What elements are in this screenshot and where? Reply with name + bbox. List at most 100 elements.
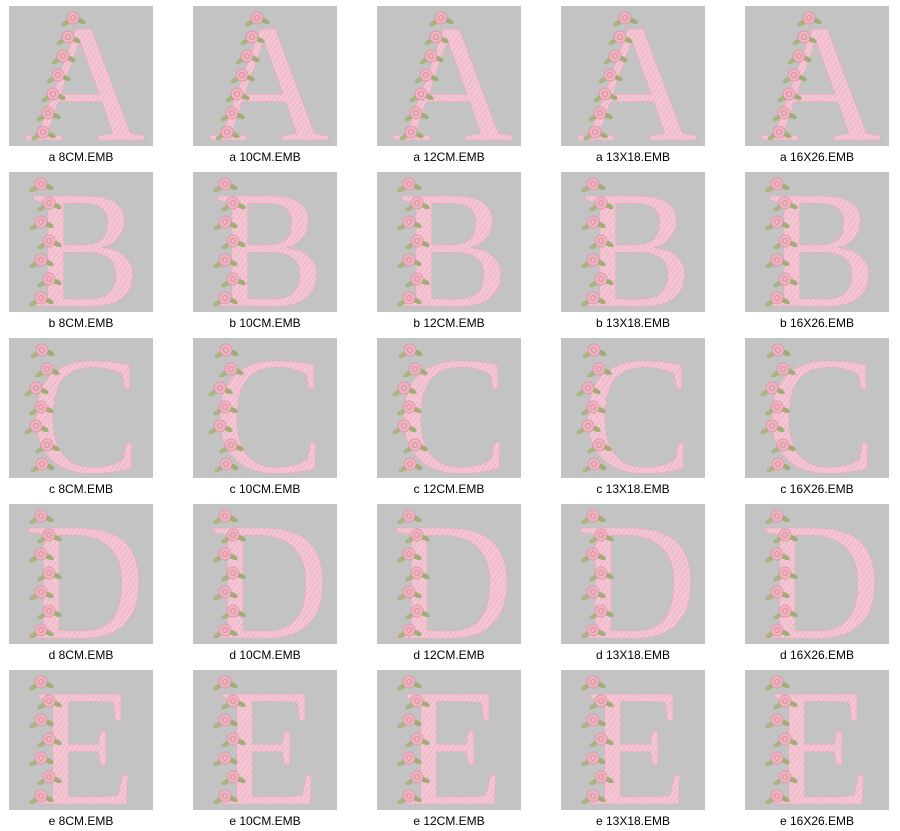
rose xyxy=(226,528,240,542)
file-name[interactable]: e 16X26.EMB xyxy=(780,814,854,828)
file-item[interactable]: Ee 13X18.EMB xyxy=(561,655,705,831)
rose-center xyxy=(229,110,235,116)
file-item[interactable]: Aa 13X18.EMB xyxy=(561,0,705,177)
file-name[interactable]: c 13X18.EMB xyxy=(596,482,669,496)
rose xyxy=(34,675,48,689)
file-name[interactable]: b 13X18.EMB xyxy=(596,316,670,330)
embroidery-letter: A xyxy=(760,0,881,177)
file-name[interactable]: e 12CM.EMB xyxy=(413,814,484,828)
file-name[interactable]: a 13X18.EMB xyxy=(596,150,670,164)
rose-center xyxy=(222,295,228,301)
rose-center xyxy=(776,129,782,135)
file-item[interactable]: Cc 8CM.EMB xyxy=(9,323,153,509)
file-name[interactable]: d 12CM.EMB xyxy=(413,648,484,662)
rose xyxy=(410,196,424,210)
rose xyxy=(226,694,240,708)
file-name[interactable]: e 13X18.EMB xyxy=(596,814,670,828)
rose-center xyxy=(222,717,228,723)
file-item[interactable]: Aa 12CM.EMB xyxy=(377,0,521,177)
file-name[interactable]: b 16X26.EMB xyxy=(780,316,854,330)
rose-center xyxy=(774,219,780,225)
rose-center xyxy=(412,366,418,372)
file-item[interactable]: Dd 8CM.EMB xyxy=(9,489,153,675)
rose-center xyxy=(418,91,424,97)
rose xyxy=(410,770,424,784)
file-name[interactable]: b 8CM.EMB xyxy=(49,316,114,330)
rose-center xyxy=(406,513,412,519)
file-name[interactable]: c 8CM.EMB xyxy=(49,482,113,496)
file-name[interactable]: a 12CM.EMB xyxy=(413,150,484,164)
embroidery-letter: A xyxy=(24,0,145,177)
rose-center xyxy=(617,34,623,40)
file-name[interactable]: d 8CM.EMB xyxy=(49,648,114,662)
file-item[interactable]: Aa 16X26.EMB xyxy=(745,0,889,177)
file-item[interactable]: Dd 16X26.EMB xyxy=(745,489,889,675)
rose xyxy=(770,509,784,523)
rose-center xyxy=(591,347,597,353)
file-item[interactable]: Bb 10CM.EMB xyxy=(193,157,337,343)
rose xyxy=(42,234,56,248)
rose xyxy=(586,400,600,414)
file-name[interactable]: d 13X18.EMB xyxy=(596,648,670,662)
file-item[interactable]: Aa 10CM.EMB xyxy=(193,0,337,177)
rose xyxy=(226,566,240,580)
file-name[interactable]: c 10CM.EMB xyxy=(230,482,301,496)
file-item[interactable]: Bb 12CM.EMB xyxy=(377,157,521,343)
rose-center xyxy=(414,570,420,576)
file-item[interactable]: Aa 8CM.EMB xyxy=(9,0,153,177)
file-name[interactable]: c 12CM.EMB xyxy=(414,482,485,496)
file-item[interactable]: Bb 8CM.EMB xyxy=(9,157,153,343)
rose xyxy=(594,694,608,708)
file-name[interactable]: a 10CM.EMB xyxy=(229,150,300,164)
file-name[interactable]: c 16X26.EMB xyxy=(780,482,853,496)
rose xyxy=(56,49,70,63)
rose-center xyxy=(438,15,444,21)
rose-center xyxy=(414,608,420,614)
rose-center xyxy=(590,717,596,723)
rose-center xyxy=(612,53,618,59)
rose-center xyxy=(39,461,45,467)
thumbnail-image: A xyxy=(576,6,698,146)
rose xyxy=(588,125,602,139)
file-name[interactable]: e 10CM.EMB xyxy=(229,814,300,828)
file-item[interactable]: Cc 13X18.EMB xyxy=(561,323,705,509)
file-item[interactable]: Cc 10CM.EMB xyxy=(193,323,337,509)
rose-center xyxy=(782,238,788,244)
file-name[interactable]: e 8CM.EMB xyxy=(49,814,114,828)
rose xyxy=(787,68,801,82)
file-name[interactable]: d 10CM.EMB xyxy=(229,648,300,662)
file-name[interactable]: d 16X26.EMB xyxy=(780,648,854,662)
file-item[interactable]: Ee 12CM.EMB xyxy=(377,655,521,831)
file-name[interactable]: b 12CM.EMB xyxy=(413,316,484,330)
thumbnail-background xyxy=(377,670,521,810)
rose xyxy=(42,604,56,618)
rose xyxy=(397,419,411,433)
file-item[interactable]: Cc 12CM.EMB xyxy=(377,323,521,509)
rose-center xyxy=(38,181,44,187)
file-item[interactable]: Bb 16X26.EMB xyxy=(745,157,889,343)
rose-center xyxy=(597,110,603,116)
rose-center xyxy=(406,627,412,633)
rose xyxy=(410,732,424,746)
rose-center xyxy=(406,181,412,187)
rose xyxy=(410,234,424,248)
rose-center xyxy=(590,793,596,799)
rose-center xyxy=(46,608,52,614)
file-item[interactable]: Dd 10CM.EMB xyxy=(193,489,337,675)
file-item[interactable]: Ee 8CM.EMB xyxy=(9,655,153,831)
file-item[interactable]: Dd 12CM.EMB xyxy=(377,489,521,675)
rose-center xyxy=(590,257,596,263)
file-item[interactable]: Ee 10CM.EMB xyxy=(193,655,337,831)
file-item[interactable]: Dd 13X18.EMB xyxy=(561,489,705,675)
file-name[interactable]: b 10CM.EMB xyxy=(229,316,300,330)
file-name[interactable]: a 8CM.EMB xyxy=(49,150,114,164)
file-item[interactable]: Bb 13X18.EMB xyxy=(561,157,705,343)
thumbnail-image: D xyxy=(24,504,146,644)
file-item[interactable]: Cc 16X26.EMB xyxy=(745,323,889,509)
rose-center xyxy=(38,793,44,799)
thumbnail-image: D xyxy=(576,504,698,644)
file-item[interactable]: Ee 16X26.EMB xyxy=(745,655,889,831)
rose xyxy=(594,770,608,784)
file-name[interactable]: a 16X26.EMB xyxy=(780,150,854,164)
